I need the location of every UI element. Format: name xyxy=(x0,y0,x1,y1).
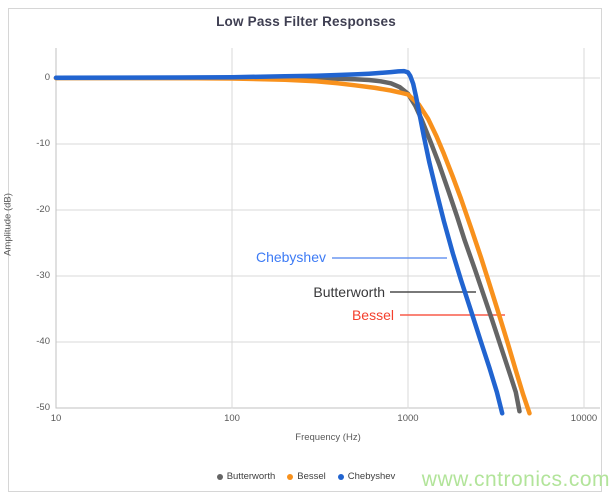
legend-marker-icon xyxy=(287,473,294,480)
annotation-label-chebyshev: Chebyshev xyxy=(255,249,326,265)
legend-marker-icon xyxy=(216,473,223,480)
y-tick-label: 0 xyxy=(44,72,50,83)
legend-label: Bessel xyxy=(297,471,326,482)
curve-bessel xyxy=(53,75,532,416)
legend-item-butterworth: Butterworth xyxy=(216,471,276,482)
x-tick-label: 100 xyxy=(224,413,240,424)
legend-label: Butterworth xyxy=(226,471,276,482)
legend-marker-icon xyxy=(337,473,344,480)
legend: Butterworth Bessel Chebyshev xyxy=(0,471,612,482)
y-tick-label: -20 xyxy=(36,204,50,215)
legend-item-chebyshev: Chebyshev xyxy=(337,471,396,482)
x-axis-title: Frequency (Hz) xyxy=(295,432,361,443)
x-tick-label: 10 xyxy=(50,413,62,424)
curve-chebyshev xyxy=(53,68,505,416)
y-tick-label: -50 xyxy=(36,402,50,413)
y-tick-label: -10 xyxy=(36,138,50,149)
legend-label: Chebyshev xyxy=(347,471,396,482)
annotation-label-bessel: Bessel xyxy=(351,307,394,323)
chart-title: Low Pass Filter Responses xyxy=(216,14,396,29)
annotation-label-butterworth: Butterworth xyxy=(313,284,385,300)
legend-item-bessel: Bessel xyxy=(287,471,326,482)
y-tick-label: -40 xyxy=(36,336,50,347)
y-tick-label: -30 xyxy=(36,270,50,281)
watermark: www.cntronics.com xyxy=(421,468,610,491)
x-tick-label: 1000 xyxy=(397,413,419,424)
x-tick-label: 10000 xyxy=(570,413,598,424)
